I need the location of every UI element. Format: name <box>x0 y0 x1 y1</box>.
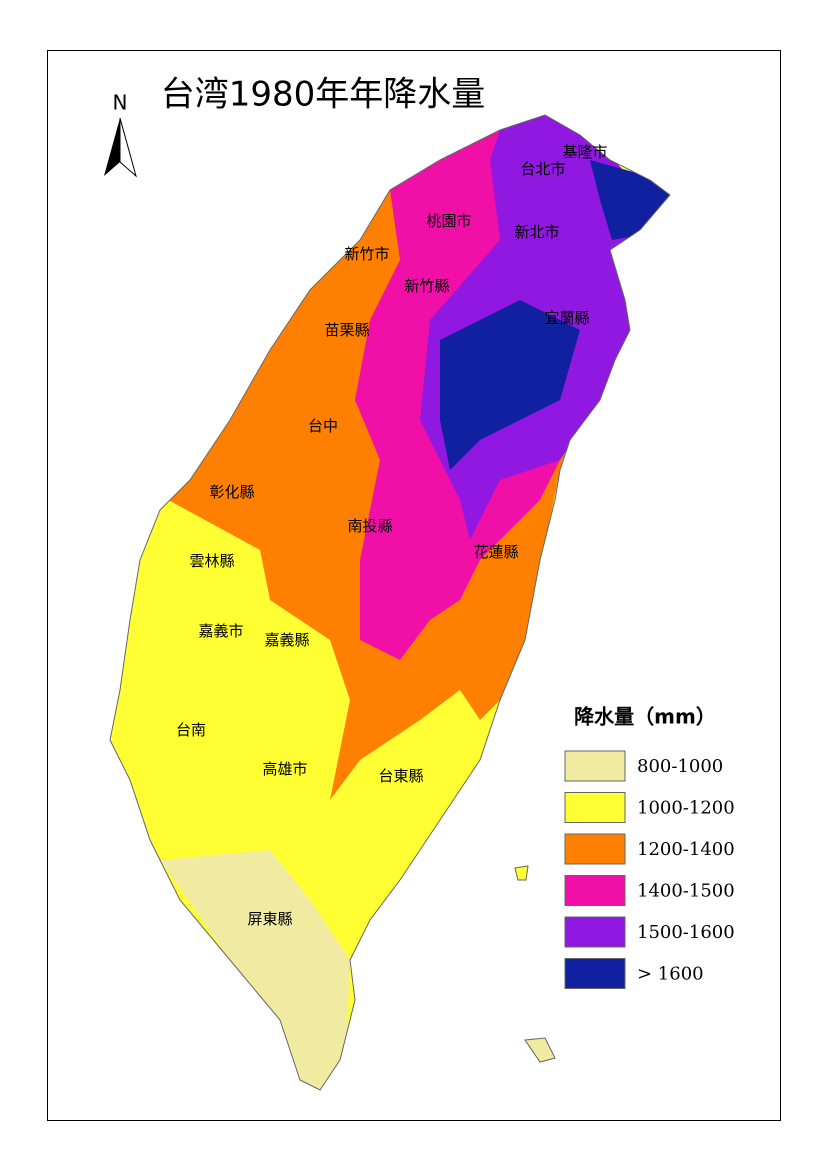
zone <box>440 300 580 470</box>
region-label: 嘉義市 <box>198 622 243 640</box>
region-label: 基隆市 <box>562 143 607 161</box>
frame <box>47 50 781 1121</box>
region-label: 台中 <box>308 417 338 435</box>
zone <box>160 850 350 1090</box>
legend-label: 800-1000 <box>637 756 723 777</box>
legend-swatch <box>564 958 626 989</box>
region-label: 宜蘭縣 <box>544 309 589 327</box>
region-label: 雲林縣 <box>189 552 234 570</box>
legend-swatch <box>564 792 626 823</box>
region-label: 台南 <box>176 721 206 739</box>
region-label: 新竹市 <box>344 245 389 263</box>
legend-label: 1000-1200 <box>637 798 735 819</box>
region-label: 彰化縣 <box>209 483 254 501</box>
legend: 800-1000 1000-1200 1200-1400 1400-1500 1500-… <box>564 750 735 989</box>
region-label: 高雄市 <box>262 760 307 778</box>
coastline <box>109 114 671 1091</box>
legend-label: 1200-1400 <box>637 839 735 860</box>
legend-swatch <box>564 916 626 948</box>
region-label: 花蓮縣 <box>473 543 518 561</box>
legend-label: > 1600 <box>637 964 704 985</box>
region-label: 屏東縣 <box>247 910 292 928</box>
legend-label: 1500-1600 <box>637 922 735 943</box>
legend-swatch <box>564 833 626 865</box>
legend-title: 降水量（mm） <box>574 705 716 729</box>
north-arrow-right <box>119 117 137 178</box>
north-label: N <box>113 91 128 115</box>
region-label: 台東縣 <box>378 767 423 785</box>
region-label: 新竹縣 <box>404 277 449 295</box>
north-arrow-left <box>104 118 120 176</box>
region-label: 苗栗縣 <box>324 321 369 339</box>
island-orchid <box>524 1037 556 1063</box>
legend-swatch <box>564 875 626 906</box>
legend-label: 1400-1500 <box>637 881 735 902</box>
region-label: 新北市 <box>514 223 559 241</box>
region-label: 桃園市 <box>426 212 471 230</box>
region-label: 嘉義縣 <box>264 631 309 649</box>
map-title: 台湾1980年年降水量 <box>161 75 486 115</box>
legend-swatch <box>564 750 626 782</box>
region-label: 台北市 <box>520 160 565 178</box>
region-label: 南投縣 <box>347 517 392 535</box>
region-labels: 基隆市台北市桃園市新北市新竹市新竹縣宜蘭縣苗栗縣台中彰化縣南投縣花蓮縣雲林縣嘉義… <box>176 143 608 928</box>
island-green <box>514 865 529 881</box>
